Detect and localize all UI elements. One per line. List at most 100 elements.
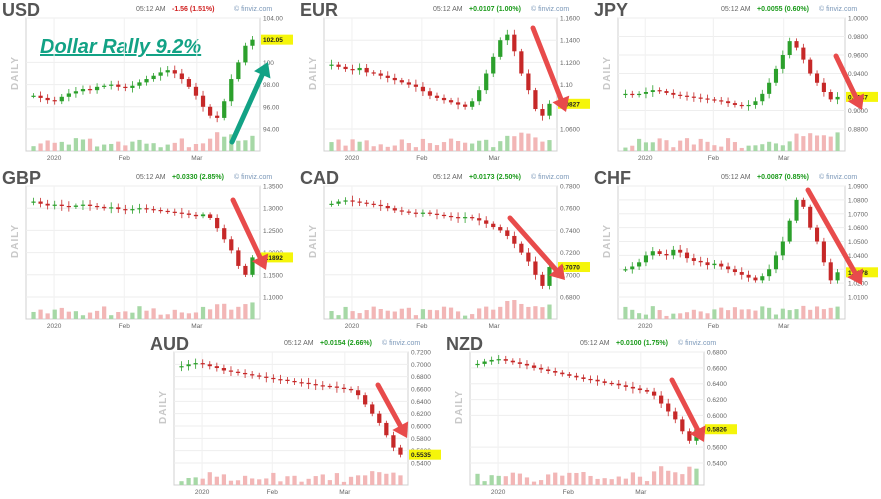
volume-bar [229,134,234,151]
volume-bar [306,478,311,485]
volume-bar [329,311,334,319]
x-tick-label: Mar [488,323,500,330]
last-price-label: 102.05 [263,37,283,44]
candle-body [671,92,676,95]
candle-body [229,79,234,102]
candle-body [207,364,212,367]
y-tick-label: 1.0400 [848,253,868,260]
x-tick-label: Feb [416,155,428,162]
volume-bar [698,311,703,319]
volume-bar [222,303,227,319]
volume-bar [214,476,219,485]
candle-body [434,95,440,98]
volume-bar [637,476,643,485]
time-label: 05:12 AM [284,340,314,347]
candle-body [306,382,311,385]
candle-body [406,211,411,213]
candle-body [427,91,433,96]
candle-body [327,385,332,388]
candle-body [684,95,690,97]
candle-body [336,201,341,204]
last-price-marker [261,34,293,45]
symbol-label: USD [2,0,41,20]
finviz-link[interactable]: © finviz.com [819,6,858,13]
candlestick-chart-jpy: 1.0000 0.9800 0.9600 0.9400 0.9147 0.9000 0.88… [617,16,878,162]
candle-body [835,96,840,100]
volume-bar [524,477,530,485]
candle-body [505,230,510,236]
candle-body [574,375,579,378]
candle-body [698,97,703,99]
candle-body [753,277,758,281]
volume-bar [746,145,751,151]
x-tick-label: Mar [778,323,790,330]
candle-body [705,262,710,266]
volume-bar [45,313,50,319]
volume-bar [385,146,390,151]
volume-bar [278,481,283,485]
candle-body [52,100,57,102]
candle-body [678,249,683,253]
last-price-marker [705,424,737,435]
volume-bar [808,309,813,319]
volume-bar [657,138,662,151]
volume-bar [59,307,64,319]
candle-body [463,104,468,107]
volume-bar [505,300,510,319]
volume-bar [73,311,79,319]
volume-bar [130,141,135,151]
volume-bar [94,146,100,151]
x-tick-label: Mar [635,489,647,496]
finviz-link[interactable]: © finviz.com [819,174,858,181]
candle-body [491,223,496,228]
volume-bar [657,310,662,319]
volume-bar [151,308,156,319]
candle-body [753,101,758,105]
volume-bar [726,138,731,151]
candle-body [66,205,71,208]
candle-body [463,217,468,219]
finviz-link[interactable]: © finviz.com [678,340,717,347]
candle-body [630,386,636,389]
y-tick-label: 0.5800 [411,436,431,443]
volume-bar [341,481,347,485]
candle-body [470,101,475,107]
candle-body [186,364,191,367]
candle-body [644,390,650,392]
volume-bar [691,144,696,151]
volume-bar [200,143,206,151]
volume-bar [172,142,177,151]
candle-body [363,395,368,405]
finviz-link[interactable]: © finviz.com [382,340,421,347]
y-tick-label: 0.6400 [411,399,431,406]
y-tick-label: 1.0200 [848,281,868,288]
volume-bar [207,309,213,319]
candle-body [712,99,717,101]
y-tick-label: 104.00 [263,16,283,23]
volume-bar [215,304,220,319]
candle-body [524,363,530,366]
candlestick-chart-usd: 104.00 102.05 100 98.00 96.00 94.00 2020 Feb Mar [25,16,293,162]
volume-bar [616,476,621,485]
x-tick-label: Feb [708,155,720,162]
finviz-link[interactable]: © finviz.com [531,6,570,13]
volume-bar [553,472,558,485]
volume-bar [609,479,614,485]
candle-body [787,41,792,55]
candle-body [179,366,184,368]
x-tick-label: Feb [563,489,575,496]
last-price-marker [558,262,590,273]
volume-bar [684,312,690,319]
volume-bar [179,481,184,485]
finviz-link[interactable]: © finviz.com [531,174,570,181]
last-price-label: 0.5535 [411,452,431,459]
finviz-link[interactable]: © finviz.com [234,174,273,181]
candle-body [712,263,717,266]
candle-body [732,103,737,105]
volume-bar [370,471,375,485]
candle-body [510,360,515,363]
finviz-link[interactable]: © finviz.com [234,6,273,13]
x-tick-label: Mar [488,155,500,162]
volume-bar [31,146,36,151]
last-price-label: 0.9147 [848,94,868,101]
